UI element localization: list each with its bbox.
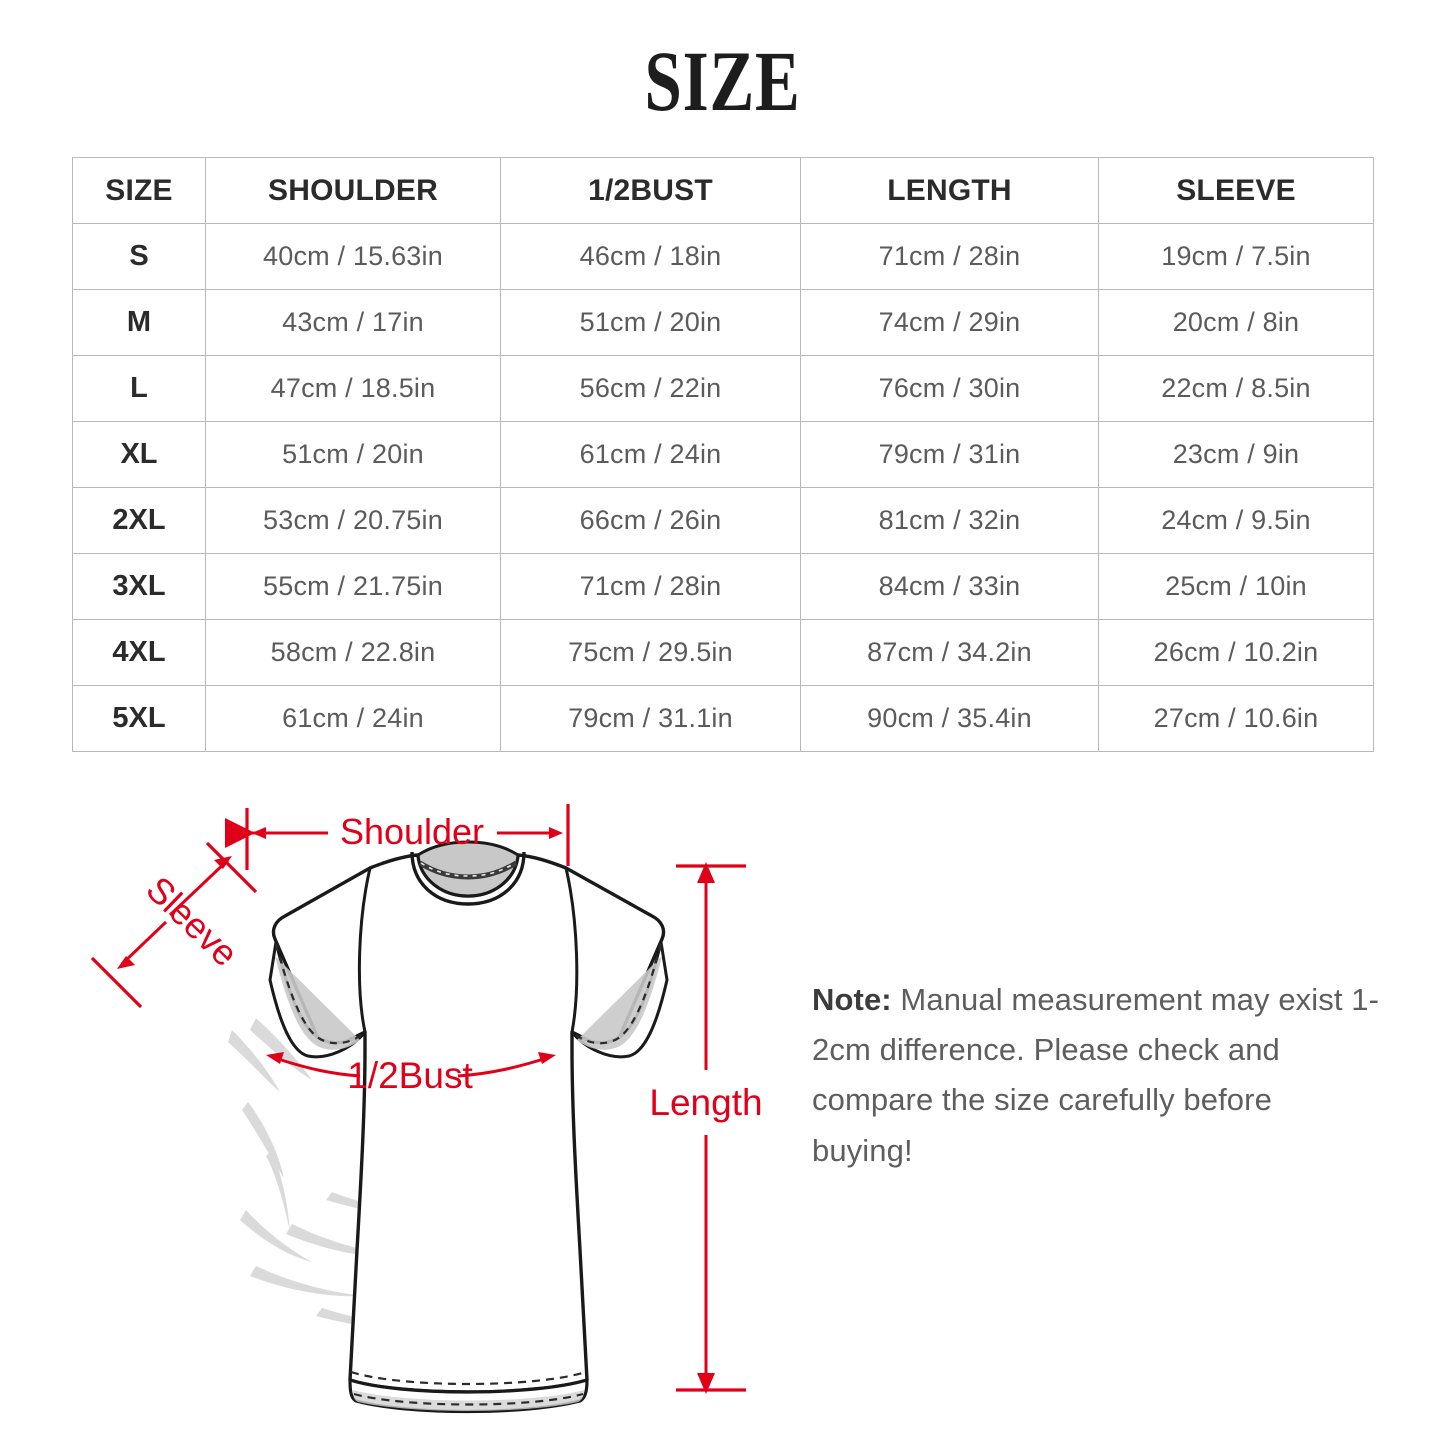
row-shoulder-value: 40cm / 15.63in	[205, 223, 501, 290]
row-sleeve-value: 19cm / 7.5in	[1098, 223, 1374, 290]
tshirt-illustration	[228, 840, 669, 1414]
sleeve-dimension	[90, 841, 258, 1009]
table-row: 3XL 55cm / 21.75in 71cm / 28in 84cm / 33in 2…	[72, 553, 1374, 620]
row-sleeve-value: 25cm / 10in	[1098, 553, 1374, 620]
row-size-label: S	[72, 223, 206, 290]
table-row: M 43cm / 17in 51cm / 20in 74cm / 29in 20cm /…	[72, 289, 1374, 356]
note-label: Note:	[812, 982, 892, 1017]
table-row: S 40cm / 15.63in 46cm / 18in 71cm / 28in 19c…	[72, 223, 1374, 290]
row-bust-value: 51cm / 20in	[500, 289, 801, 356]
row-size-label: 3XL	[72, 553, 206, 620]
column-header-length: LENGTH	[800, 157, 1099, 224]
row-length-value: 76cm / 30in	[800, 355, 1099, 422]
row-shoulder-value: 51cm / 20in	[205, 421, 501, 488]
row-sleeve-value: 20cm / 8in	[1098, 289, 1374, 356]
row-shoulder-value: 58cm / 22.8in	[205, 619, 501, 686]
table-row: XL 51cm / 20in 61cm / 24in 79cm / 31in 23cm …	[72, 421, 1374, 488]
table-row: L 47cm / 18.5in 56cm / 22in 76cm / 30in 22cm…	[72, 355, 1374, 422]
row-sleeve-value: 23cm / 9in	[1098, 421, 1374, 488]
row-shoulder-value: 55cm / 21.75in	[205, 553, 501, 620]
row-sleeve-value: 26cm / 10.2in	[1098, 619, 1374, 686]
shoulder-label: Shoulder	[340, 811, 484, 852]
row-bust-value: 66cm / 26in	[500, 487, 801, 554]
row-sleeve-value: 27cm / 10.6in	[1098, 685, 1374, 752]
row-size-label: L	[72, 355, 206, 422]
row-sleeve-value: 22cm / 8.5in	[1098, 355, 1374, 422]
row-size-label: M	[72, 289, 206, 356]
row-size-label: 4XL	[72, 619, 206, 686]
row-length-value: 87cm / 34.2in	[800, 619, 1099, 686]
row-length-value: 84cm / 33in	[800, 553, 1099, 620]
bust-dimension	[266, 1052, 556, 1078]
hem-stitch-upper	[350, 1370, 587, 1386]
sleeve-label: Sleeve	[138, 868, 246, 974]
row-length-value: 71cm / 28in	[800, 223, 1099, 290]
row-length-value: 79cm / 31in	[800, 421, 1099, 488]
right-sleeve-seam	[564, 867, 579, 1033]
tshirt-measurement-diagram: Shoulder Sleeve 1/2Bust Length	[60, 780, 800, 1440]
row-bust-value: 56cm / 22in	[500, 355, 801, 422]
measurement-annotations	[90, 804, 746, 1394]
row-shoulder-value: 61cm / 24in	[205, 685, 501, 752]
row-size-label: 5XL	[72, 685, 206, 752]
measurement-note: Note: Manual measurement may exist 1-2cm…	[812, 975, 1380, 1176]
row-length-value: 90cm / 35.4in	[800, 685, 1099, 752]
hem-stitch-lower	[353, 1392, 584, 1406]
row-bust-value: 79cm / 31.1in	[500, 685, 801, 752]
column-header-bust: 1/2BUST	[500, 157, 801, 224]
shoulder-dimension	[225, 804, 570, 870]
table-row: 2XL 53cm / 20.75in 66cm / 26in 81cm / 32in 2…	[72, 487, 1374, 554]
row-sleeve-value: 24cm / 9.5in	[1098, 487, 1374, 554]
row-bust-value: 61cm / 24in	[500, 421, 801, 488]
table-row: 5XL 61cm / 24in 79cm / 31.1in 90cm / 35.4in…	[72, 685, 1374, 752]
row-size-label: XL	[72, 421, 206, 488]
row-size-label: 2XL	[72, 487, 206, 554]
length-label: Length	[649, 1082, 762, 1123]
row-length-value: 81cm / 32in	[800, 487, 1099, 554]
row-shoulder-value: 47cm / 18.5in	[205, 355, 501, 422]
note-text: Manual measurement may exist 1-2cm diffe…	[812, 982, 1380, 1168]
left-sleeve-seam	[357, 867, 372, 1033]
bust-label: 1/2Bust	[347, 1055, 473, 1096]
page-title: SIZE	[644, 33, 801, 129]
row-bust-value: 71cm / 28in	[500, 553, 801, 620]
size-table: SIZE SHOULDER 1/2BUST LENGTH SLEEVE S 40c…	[72, 157, 1374, 752]
row-length-value: 74cm / 29in	[800, 289, 1099, 356]
collar-inner	[416, 840, 520, 898]
right-cuff-stitch	[572, 943, 663, 1045]
row-bust-value: 46cm / 18in	[500, 223, 801, 290]
row-shoulder-value: 43cm / 17in	[205, 289, 501, 356]
column-header-shoulder: SHOULDER	[205, 157, 501, 224]
left-cuff-stitch	[274, 943, 365, 1045]
row-bust-value: 75cm / 29.5in	[500, 619, 801, 686]
table-header-row: SIZE SHOULDER 1/2BUST LENGTH SLEEVE	[72, 157, 1374, 224]
column-header-sleeve: SLEEVE	[1098, 157, 1374, 224]
column-header-size: SIZE	[72, 157, 206, 224]
table-row: 4XL 58cm / 22.8in 75cm / 29.5in 87cm / 34.2…	[72, 619, 1374, 686]
length-dimension	[676, 862, 746, 1394]
collar-outer	[410, 851, 526, 906]
row-shoulder-value: 53cm / 20.75in	[205, 487, 501, 554]
